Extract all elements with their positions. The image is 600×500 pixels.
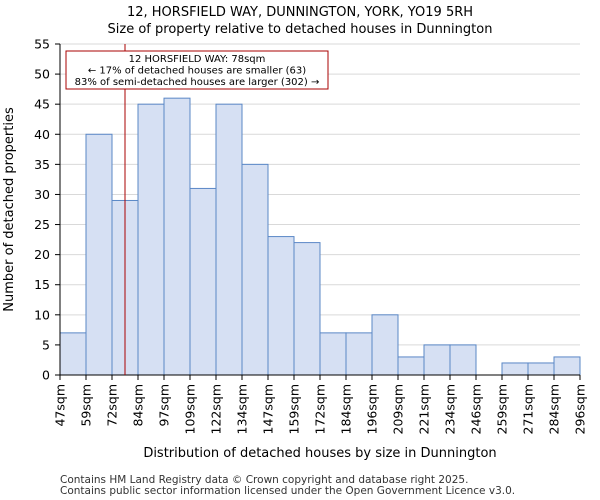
bar [189, 187, 217, 376]
bar [449, 344, 477, 376]
x-axis-label: Distribution of detached houses by size … [143, 446, 496, 461]
annotation-line: 12 HORSFIELD WAY: 78sqm [129, 54, 266, 65]
y-tick-label: 35 [34, 157, 50, 172]
x-tick-label: 159sqm [287, 384, 302, 434]
y-tick-label: 30 [34, 187, 50, 202]
x-tick-label: 47sqm [53, 384, 68, 427]
chart-title-line2: Size of property relative to detached ho… [107, 22, 493, 37]
x-tick-label: 184sqm [339, 384, 354, 434]
x-tick-label: 234sqm [443, 384, 458, 434]
bar [85, 133, 113, 376]
x-tick-label: 284sqm [547, 384, 562, 434]
y-tick-label: 20 [34, 247, 50, 262]
x-tick-label: 59sqm [79, 384, 94, 427]
y-tick-label: 45 [34, 97, 50, 112]
bar [267, 236, 295, 376]
annotation-line: ← 17% of detached houses are smaller (63… [88, 66, 306, 77]
x-tick-label: 172sqm [313, 384, 328, 434]
bar [553, 356, 581, 376]
x-tick-label: 209sqm [391, 384, 406, 434]
bar [527, 362, 555, 376]
x-tick-label: 196sqm [365, 384, 380, 434]
bar [293, 242, 321, 376]
y-tick-label: 40 [34, 127, 50, 142]
y-tick-label: 5 [42, 337, 50, 352]
annotation-line: 83% of semi-detached houses are larger (… [75, 77, 320, 88]
annotation-box [65, 50, 329, 90]
x-tick-label: 246sqm [469, 384, 484, 434]
x-tick-label: 122sqm [209, 384, 224, 434]
bar [59, 332, 87, 376]
bar [215, 103, 243, 376]
x-tick-label: 259sqm [495, 384, 510, 434]
bar [137, 103, 165, 376]
x-tick-label: 84sqm [131, 384, 146, 427]
bar [397, 356, 425, 376]
bar [319, 332, 347, 376]
y-tick-label: 25 [34, 217, 50, 232]
chart-title-line1: 12, HORSFIELD WAY, DUNNINGTON, YORK, YO1… [126, 5, 474, 20]
x-tick-label: 72sqm [105, 384, 120, 427]
y-axis-label: Number of detached properties [2, 107, 17, 312]
y-tick-label: 10 [34, 307, 50, 322]
bar [163, 97, 191, 376]
x-tick-label: 97sqm [157, 384, 172, 427]
y-tick-label: 15 [34, 277, 50, 292]
bar [371, 314, 399, 376]
x-tick-label: 109sqm [183, 384, 198, 434]
bar [423, 344, 451, 376]
footer-line1: Contains HM Land Registry data © Crown c… [60, 474, 469, 486]
x-tick-label: 147sqm [261, 384, 276, 434]
x-tick-label: 221sqm [417, 384, 432, 434]
bar [345, 332, 373, 376]
x-tick-label: 296sqm [573, 384, 588, 434]
y-tick-label: 0 [42, 368, 50, 383]
x-tick-label: 271sqm [521, 384, 536, 434]
y-tick-label: 50 [34, 67, 50, 82]
x-tick-label: 134sqm [235, 384, 250, 434]
bar [241, 163, 269, 376]
footer-line2: Contains public sector information licen… [60, 485, 516, 497]
bar [501, 362, 529, 376]
y-tick-label: 55 [34, 37, 50, 52]
